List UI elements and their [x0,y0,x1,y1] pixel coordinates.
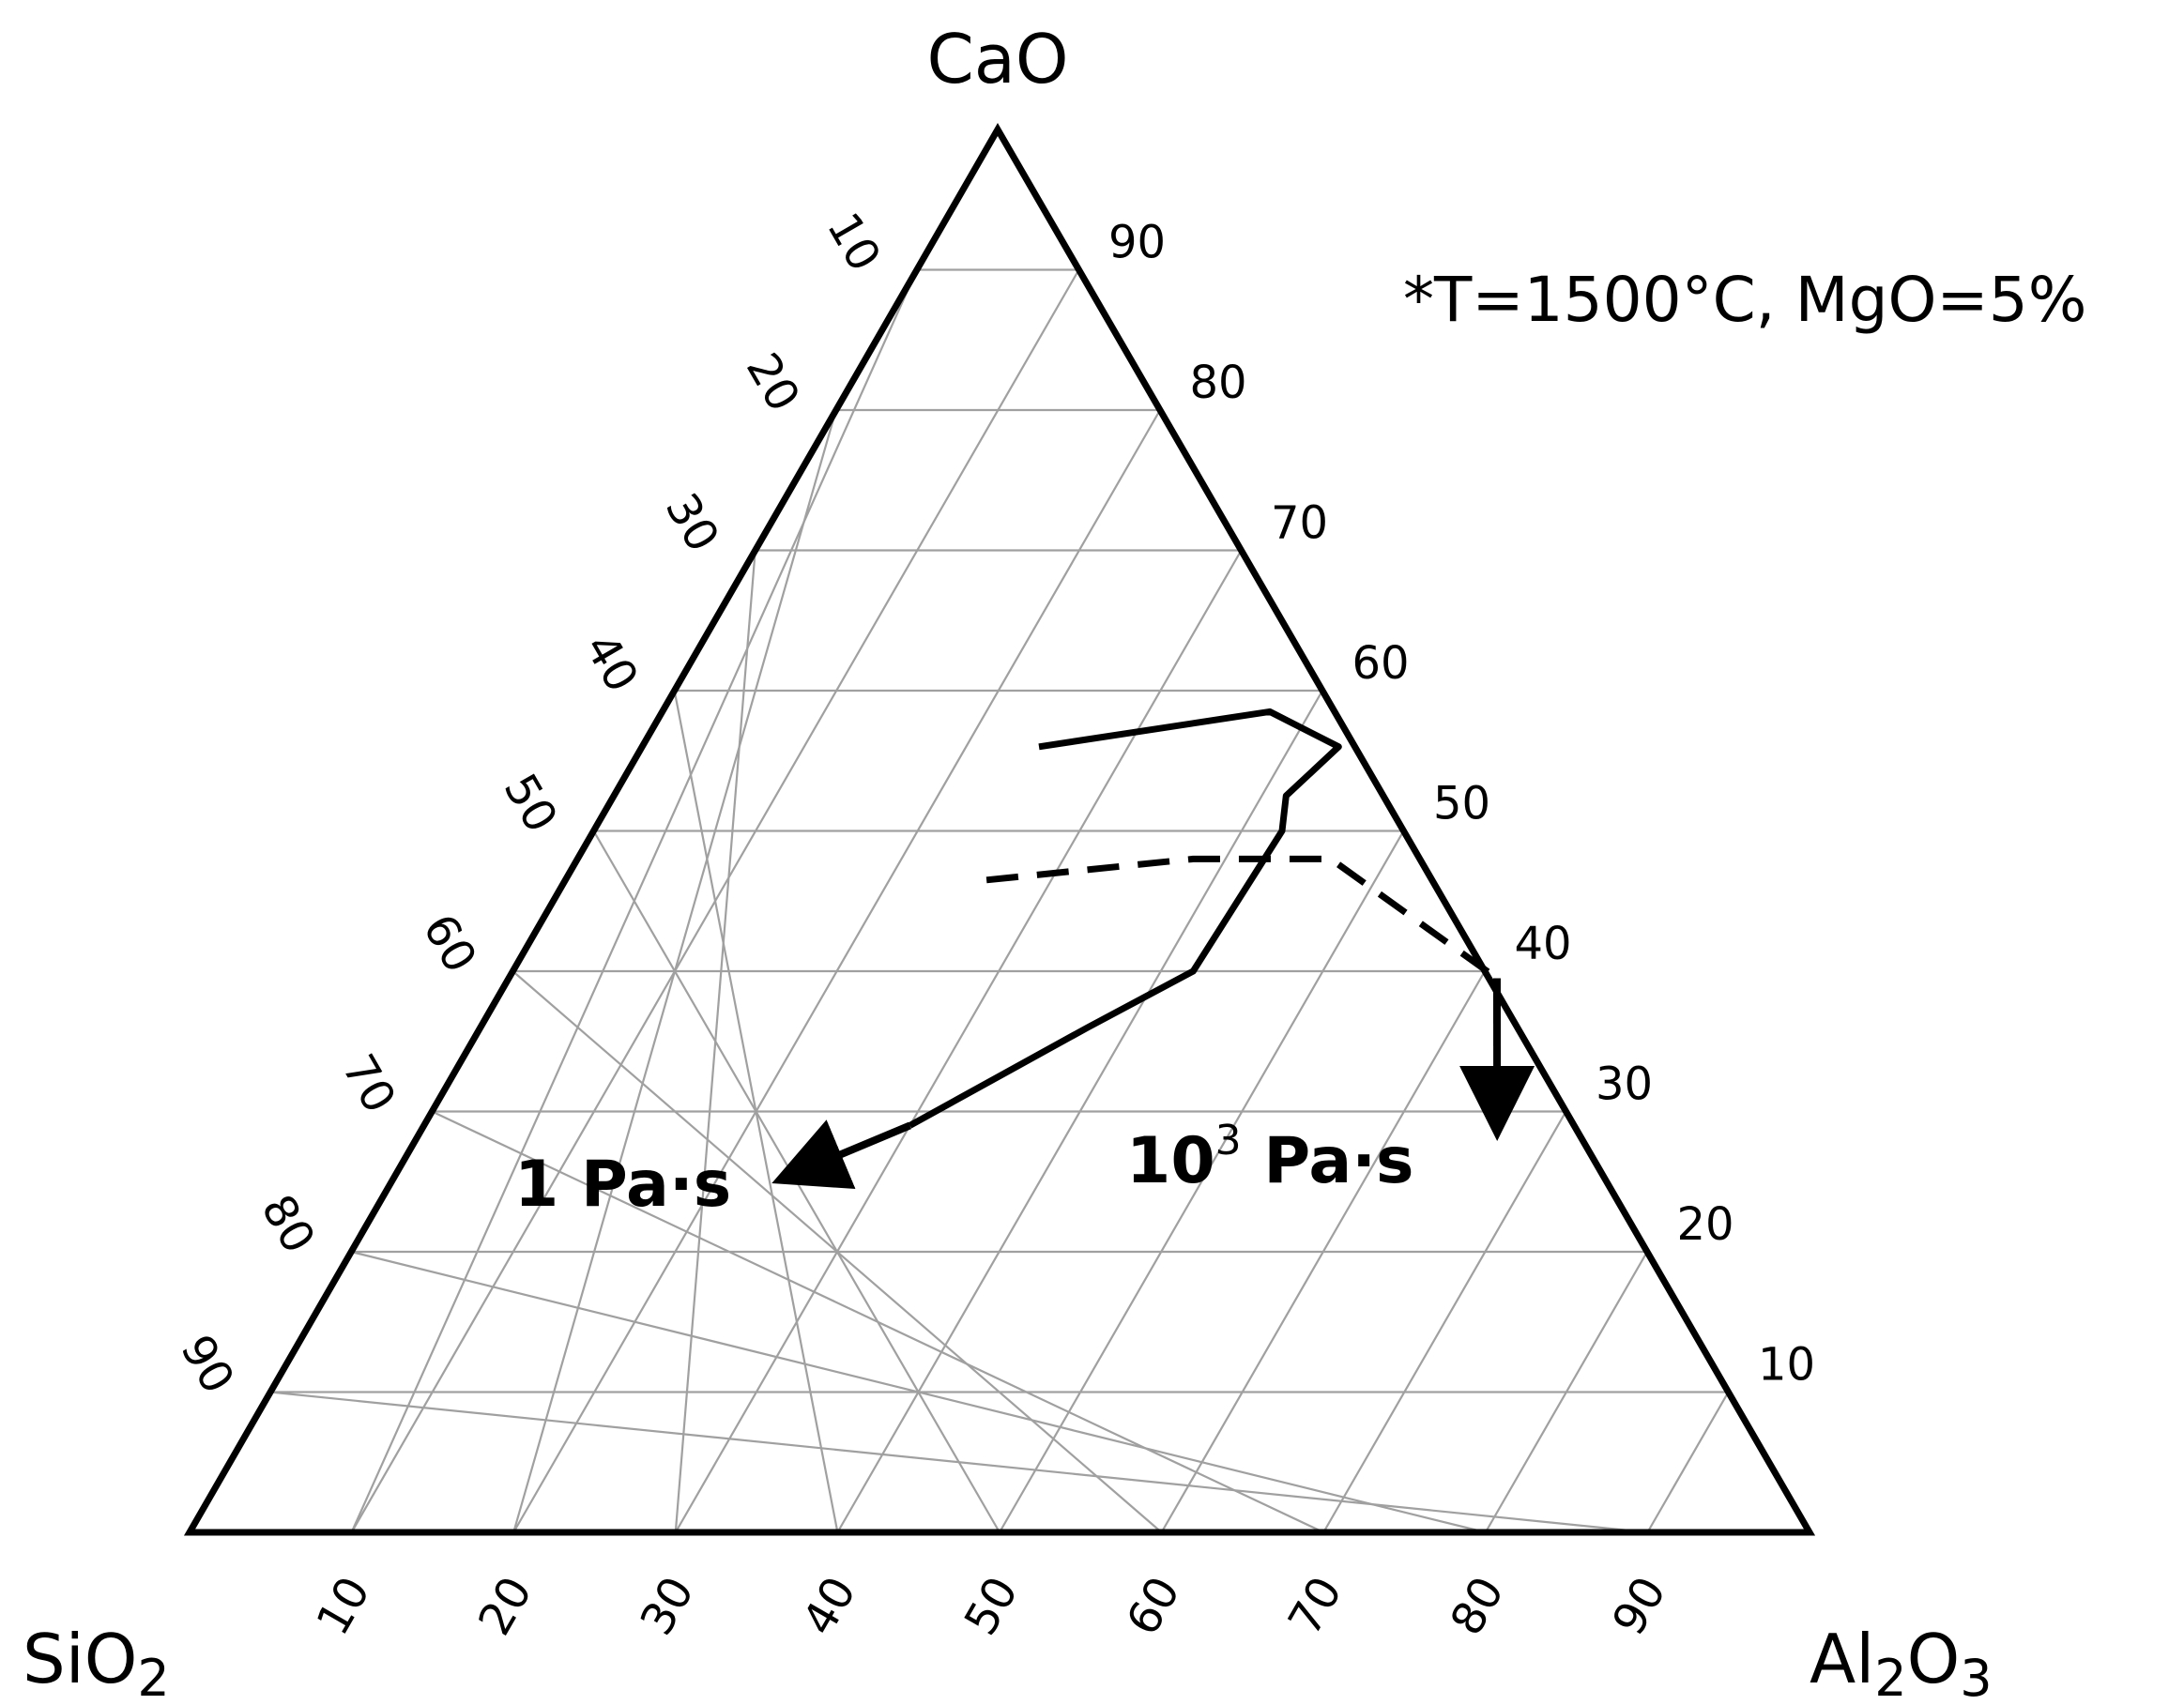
grid-line-al2o3 [1160,970,1486,1533]
tick-label-left: 80 [251,1186,325,1262]
tick-label-bottom: 90 [1602,1568,1676,1644]
tick-label-left: 40 [574,625,649,701]
tick-label-right: 60 [1352,637,1409,690]
vertex-label-sio2: SiO2 [23,1620,170,1705]
tick-label-right: 40 [1514,918,1571,970]
grid-line-sio2 [269,1391,1648,1534]
vertex-label-al2o3: Al2O3 [1810,1620,1993,1705]
curve-label-1-pa-s: 1 Pa·s [514,1148,731,1222]
tick-label-bottom: 20 [468,1568,542,1644]
tick-label-bottom: 70 [1278,1568,1352,1644]
tick-label-left: 60 [412,906,486,982]
tick-label-left: 70 [331,1046,405,1122]
tick-label-bottom: 10 [306,1568,380,1644]
curve-1000-pa-s [985,855,1500,982]
tick-label-bottom: 40 [792,1568,866,1644]
curve-1-pa-s [908,708,1342,1129]
tick-label-right: 80 [1189,357,1246,409]
tick-label-left: 20 [736,344,810,420]
tick-label-right: 20 [1676,1198,1733,1251]
tick-label-right: 70 [1271,497,1328,550]
arrow-1-pa-s [771,1119,912,1190]
grid-line-sio2 [350,1250,1487,1534]
grid-lines [269,268,1730,1534]
grid-line-sio2 [431,1110,1324,1533]
tick-label-left: 10 [817,205,891,281]
tick-label-left: 90 [170,1327,244,1403]
triangle-frame [183,122,1816,1536]
grid-line-al2o3 [1484,1251,1648,1533]
tick-label-bottom: 50 [955,1568,1029,1644]
grid-line-al2o3 [674,549,1243,1533]
tick-label-bottom: 80 [1441,1568,1515,1644]
tick-label-bottom: 60 [1116,1568,1190,1644]
tick-label-left: 50 [494,766,568,842]
grid-line-al2o3 [1646,1391,1730,1533]
grid-line-al2o3 [999,830,1405,1533]
tick-label-right: 10 [1758,1339,1815,1392]
tick-label-right: 50 [1433,778,1490,830]
tick-label-right: 30 [1596,1058,1653,1111]
viscosity-curves [771,708,1535,1190]
vertex-label-cao: CaO [926,20,1068,99]
grid-line-al2o3 [1322,1110,1567,1533]
tick-label-right: 90 [1108,217,1166,269]
curve-label-1000-pa-s: 103 Pa·s [1126,1117,1414,1198]
grid-line-sio2 [512,970,1163,1533]
tick-label-bottom: 30 [631,1568,705,1644]
tick-label-left: 30 [655,485,729,561]
conditions-note: *T=1500°C, MgO=5% [1403,264,2086,336]
